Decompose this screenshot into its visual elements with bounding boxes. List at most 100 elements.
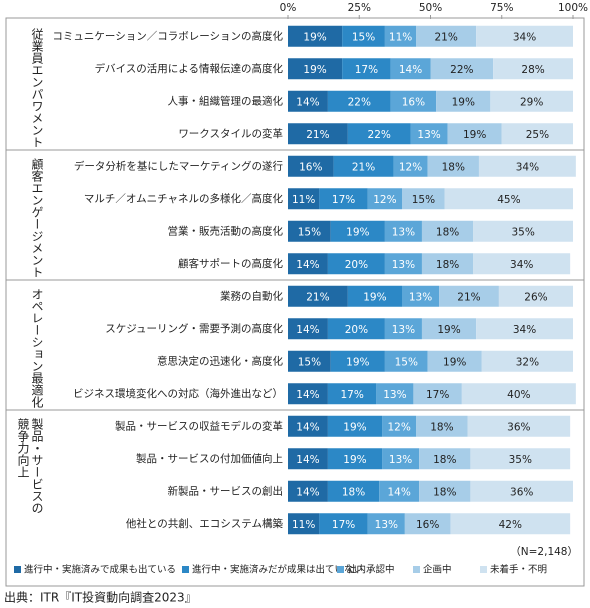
bar-segment: [288, 350, 331, 372]
value-label: 13%: [392, 259, 415, 271]
bar-segment: [410, 123, 448, 145]
bar-segment: [376, 383, 414, 405]
value-label: 19%: [346, 226, 369, 238]
value-label: 35%: [511, 226, 534, 238]
bar-segment: [288, 480, 328, 502]
value-label: 19%: [443, 356, 466, 368]
bar-segment: [421, 253, 474, 275]
group-label: 従業員エンパワメント: [30, 28, 44, 148]
value-label: 16%: [299, 161, 322, 173]
group-label: 製品・サービスの競争力向上: [16, 418, 44, 514]
category-label: 意思決定の迅速化・高度化: [157, 354, 283, 367]
value-label: 14%: [296, 96, 319, 108]
value-label: 12%: [387, 421, 410, 433]
value-label: 34%: [513, 324, 536, 336]
legend-swatch: [480, 566, 487, 573]
value-label: 45%: [497, 194, 520, 206]
value-label: 34%: [510, 259, 533, 271]
category-label: コミュニケーション／コラボレーションの高度化: [52, 29, 283, 42]
bar-segment: [288, 58, 343, 80]
value-label: 14%: [387, 486, 410, 498]
bar-segment: [327, 318, 385, 340]
bar-segment: [384, 25, 417, 47]
bar-segment: [444, 188, 573, 210]
category-label: データ分析を基にしたマーケティングの遂行: [74, 159, 284, 172]
bar-segment: [402, 285, 440, 307]
value-label: 13%: [392, 324, 415, 336]
value-label: 15%: [298, 356, 321, 368]
bar-segment: [450, 513, 571, 535]
bar-segment: [288, 318, 328, 340]
value-label: 18%: [433, 486, 456, 498]
bar-segment: [439, 285, 499, 307]
bar-segment: [288, 253, 328, 275]
legend-swatch: [14, 566, 21, 573]
bar-segment: [382, 415, 417, 437]
bar-segment: [436, 90, 491, 112]
bar-segment: [476, 318, 573, 340]
bar-segment: [393, 155, 428, 177]
value-label: 29%: [520, 96, 543, 108]
bar-segment: [501, 123, 573, 145]
value-label: 17%: [426, 389, 449, 401]
value-label: 15%: [412, 194, 435, 206]
value-label: 42%: [499, 519, 522, 531]
value-label: 32%: [516, 356, 539, 368]
value-label: 35%: [509, 454, 532, 466]
bar-segment: [327, 383, 377, 405]
bar-segment: [288, 415, 328, 437]
bar-segment: [416, 415, 468, 437]
value-label: 13%: [392, 226, 415, 238]
bar-segment: [327, 253, 385, 275]
bar-segment: [402, 188, 445, 210]
value-label: 13%: [383, 389, 406, 401]
bar-segment: [367, 188, 402, 210]
bar-segment: [288, 123, 348, 145]
value-label: 36%: [510, 486, 533, 498]
value-label: 19%: [363, 291, 386, 303]
value-label: 14%: [296, 259, 319, 271]
value-label: 14%: [296, 389, 319, 401]
value-label: 12%: [373, 194, 396, 206]
bar-segment: [427, 350, 482, 372]
category-label: デバイスの活用による情報伝達の高度化: [95, 62, 284, 75]
bar-segment: [470, 480, 573, 502]
value-label: 26%: [524, 291, 547, 303]
group-label: オペレーション最適化: [30, 288, 44, 408]
bar-segment: [327, 480, 380, 502]
bar-segment: [327, 448, 383, 470]
bar-segment: [490, 90, 573, 112]
legend-swatch: [413, 566, 420, 573]
value-label: 17%: [340, 389, 363, 401]
bar-segment: [427, 155, 479, 177]
value-label: 34%: [513, 31, 536, 43]
bar-segment: [382, 448, 420, 470]
bar-segment: [288, 90, 328, 112]
bar-segment: [419, 480, 471, 502]
bar-segment: [447, 123, 502, 145]
value-label: 19%: [343, 454, 366, 466]
value-label: 22%: [348, 96, 371, 108]
bar-segment: [288, 155, 334, 177]
bar-segment: [288, 448, 328, 470]
bar-segment: [478, 155, 576, 177]
value-label: 16%: [416, 519, 439, 531]
group-label: 顧客エンゲージメント: [30, 158, 44, 278]
value-label: 11%: [292, 194, 315, 206]
bar-segment: [333, 155, 394, 177]
bar-segment: [327, 90, 391, 112]
value-label: 14%: [296, 486, 319, 498]
bar-segment: [330, 350, 385, 372]
category-label: 顧客サポートの高度化: [178, 257, 283, 270]
bar-segment: [319, 188, 368, 210]
bar-segment: [498, 285, 573, 307]
bar-segment: [390, 90, 437, 112]
value-label: 14%: [296, 421, 319, 433]
category-label: 業務の自動化: [220, 289, 283, 302]
bar-segment: [379, 480, 420, 502]
bar-segment: [467, 415, 571, 437]
bar-segment: [404, 513, 451, 535]
value-label: 13%: [409, 291, 432, 303]
value-label: 21%: [306, 291, 329, 303]
legend-swatch: [182, 566, 189, 573]
